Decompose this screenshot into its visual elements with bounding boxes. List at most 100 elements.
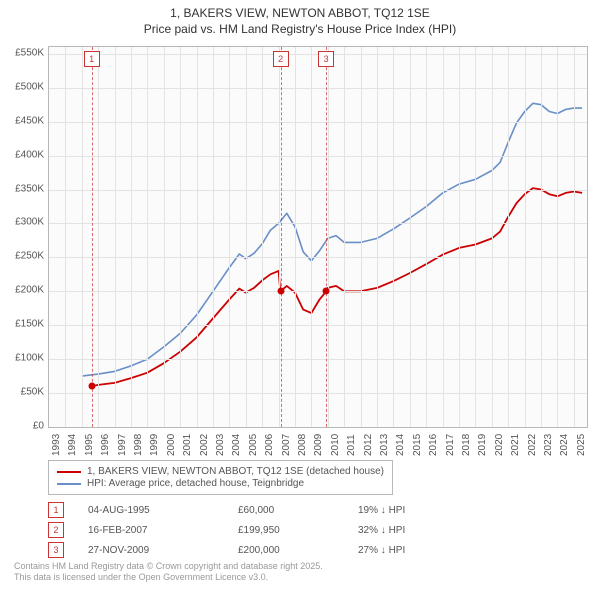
legend-swatch [57,483,81,485]
sales-row: 1 04-AUG-1995 £60,000 19% ↓ HPI [48,502,458,518]
gridline-h [49,325,587,326]
gridline-v [295,47,296,427]
legend-label: HPI: Average price, detached house, Teig… [87,478,304,489]
x-axis-label: 2005 [248,434,259,456]
title-line-2: Price paid vs. HM Land Registry's House … [0,22,600,38]
gridline-h [49,223,587,224]
sale-date: 16-FEB-2007 [88,525,238,536]
gridline-v [377,47,378,427]
x-axis-label: 2011 [346,434,357,456]
x-axis-label: 2008 [297,434,308,456]
x-axis-label: 1996 [100,434,111,456]
x-axis-label: 1999 [149,434,160,456]
data-lines-svg [49,47,587,427]
y-axis-label: £100K [15,353,44,364]
gridline-v [344,47,345,427]
x-axis-label: 2004 [231,434,242,456]
sale-marker-box: 1 [84,51,100,67]
gridline-v [246,47,247,427]
sale-diff: 19% ↓ HPI [358,505,458,516]
sale-price: £60,000 [238,505,358,516]
y-axis-label: £150K [15,319,44,330]
x-axis-label: 2014 [395,434,406,456]
x-axis-label: 2015 [412,434,423,456]
sale-date: 04-AUG-1995 [88,505,238,516]
gridline-h [49,257,587,258]
gridline-v [410,47,411,427]
gridline-v [82,47,83,427]
x-axis-label: 2017 [445,434,456,456]
gridline-h [49,122,587,123]
gridline-v [213,47,214,427]
gridline-v [525,47,526,427]
y-axis-label: £50K [21,387,44,398]
gridline-v [475,47,476,427]
gridline-v [180,47,181,427]
gridline-h [49,291,587,292]
sales-row: 3 27-NOV-2009 £200,000 27% ↓ HPI [48,542,458,558]
sale-marker-line [326,47,327,427]
sale-marker-box: 3 [318,51,334,67]
legend-item: 1, BAKERS VIEW, NEWTON ABBOT, TQ12 1SE (… [57,466,384,477]
sale-date: 27-NOV-2009 [88,545,238,556]
x-axis-label: 2012 [363,434,374,456]
y-axis-label: £350K [15,183,44,194]
footer-line-1: Contains HM Land Registry data © Crown c… [14,561,586,573]
gridline-v [541,47,542,427]
x-axis-label: 2019 [477,434,488,456]
y-axis-label: £0 [33,421,44,432]
gridline-h [49,359,587,360]
x-axis-label: 2025 [576,434,587,456]
x-axis-label: 2009 [313,434,324,456]
gridline-v [311,47,312,427]
y-axis-label: £200K [15,285,44,296]
gridline-h [49,393,587,394]
x-axis-label: 2006 [264,434,275,456]
sale-dot [277,288,284,295]
x-axis-label: 2018 [461,434,472,456]
chart-plot-area: 123 [48,46,588,428]
sale-index-box: 1 [48,502,64,518]
gridline-v [508,47,509,427]
legend-item: HPI: Average price, detached house, Teig… [57,478,384,489]
gridline-v [262,47,263,427]
figure-container: 1, BAKERS VIEW, NEWTON ABBOT, TQ12 1SE P… [0,0,600,590]
y-axis-label: £500K [15,81,44,92]
legend-swatch [57,471,81,473]
x-axis-label: 1997 [117,434,128,456]
x-axis-label: 2003 [215,434,226,456]
x-axis-label: 2010 [330,434,341,456]
gridline-v [361,47,362,427]
footer-line-2: This data is licensed under the Open Gov… [14,572,586,584]
gridline-h [49,88,587,89]
x-axis-label: 1994 [67,434,78,456]
gridline-v [557,47,558,427]
sale-marker-line [92,47,93,427]
gridline-v [164,47,165,427]
x-axis-label: 2002 [199,434,210,456]
x-axis-label: 2016 [428,434,439,456]
legend-label: 1, BAKERS VIEW, NEWTON ABBOT, TQ12 1SE (… [87,466,384,477]
sale-price: £199,950 [238,525,358,536]
gridline-v [147,47,148,427]
gridline-v [131,47,132,427]
x-axis-label: 2024 [559,434,570,456]
gridline-v [574,47,575,427]
sales-row: 2 16-FEB-2007 £199,950 32% ↓ HPI [48,522,458,538]
x-axis-label: 2021 [510,434,521,456]
x-axis-label: 2001 [182,434,193,456]
sale-marker-line [281,47,282,427]
title-block: 1, BAKERS VIEW, NEWTON ABBOT, TQ12 1SE P… [0,0,600,37]
y-axis-label: £550K [15,47,44,58]
gridline-v [393,47,394,427]
gridline-h [49,156,587,157]
y-axis-label: £450K [15,115,44,126]
x-axis-label: 2022 [527,434,538,456]
footer-attribution: Contains HM Land Registry data © Crown c… [14,561,586,584]
gridline-v [115,47,116,427]
x-axis-label: 2020 [494,434,505,456]
gridline-v [229,47,230,427]
x-axis-label: 2007 [281,434,292,456]
sale-dot [88,383,95,390]
gridline-v [426,47,427,427]
